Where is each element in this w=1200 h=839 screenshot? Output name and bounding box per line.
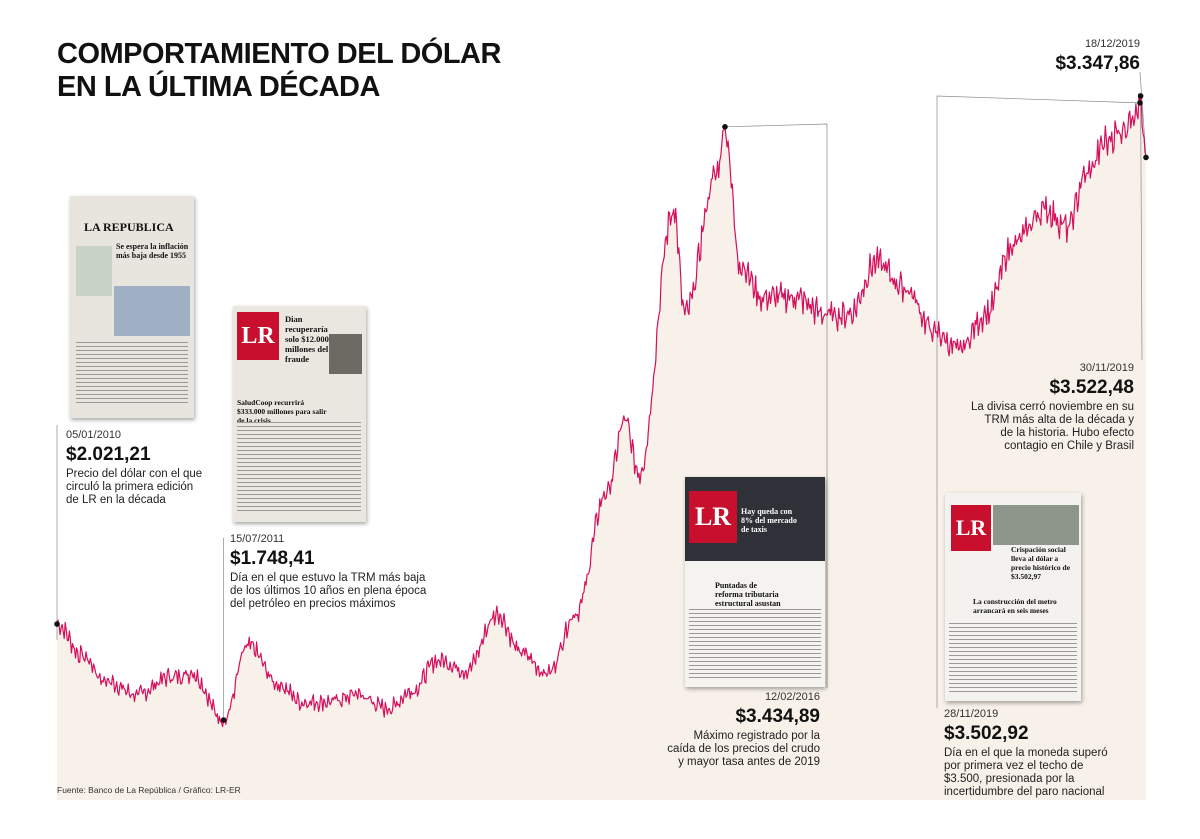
newspaper-chart-image xyxy=(76,246,112,296)
newspaper-headline: Crispación social lleva al dólar a preci… xyxy=(1011,545,1071,581)
data-point-2010-01-05 xyxy=(54,621,60,627)
highlight-points xyxy=(54,93,1149,723)
newspaper-subhead: La construcción del metro arrancará en s… xyxy=(973,597,1057,615)
annotation-2019-dec-18: 18/12/2019 $3.347,86 xyxy=(1030,38,1140,77)
data-point-2019-11-30 xyxy=(1137,93,1144,99)
newspaper-text-lines xyxy=(689,609,821,679)
annotation-value: $2.021,21 xyxy=(66,444,151,465)
source-note: Fuente: Banco de La República / Gráfico:… xyxy=(57,785,241,795)
data-point-2019-12-18 xyxy=(1143,154,1149,161)
newspaper-text-lines xyxy=(76,342,188,406)
newspaper-2010: LA REPUBLICA Se espera la inflación más … xyxy=(70,196,194,418)
newspaper-2016: LR Hay queda con 8% del mercado de taxis… xyxy=(685,477,825,687)
annotation-value: $3.347,86 xyxy=(1055,53,1140,74)
annotation-text: La divisa cerró noviembre en su TRM más … xyxy=(971,401,1134,452)
chart-title: COMPORTAMIENTO DEL DÓLAR EN LA ÚLTIMA DÉ… xyxy=(57,38,501,104)
newspaper-subhead: Se espera la inflación más baja desde 19… xyxy=(116,242,189,260)
area-fill xyxy=(57,93,1146,800)
annotation-text: Máximo registrado por la caída de los pr… xyxy=(667,730,820,768)
newspaper-2019: LR Crispación social lleva al dólar a pr… xyxy=(945,493,1081,701)
newspaper-logo: LR xyxy=(237,312,279,360)
title-line-2: EN LA ÚLTIMA DÉCADA xyxy=(57,71,380,103)
annotation-2011: 15/07/2011 $1.748,41 Día en el que estuv… xyxy=(230,533,430,611)
title-line-1: COMPORTAMIENTO DEL DÓLAR xyxy=(57,38,501,70)
annotation-date: 15/07/2011 xyxy=(230,533,285,545)
annotation-2019-nov-30: 30/11/2019 $3.522,48 La divisa cerró nov… xyxy=(970,362,1134,453)
leader-lines xyxy=(56,71,1147,720)
annotation-2016: 12/02/2016 $3.434,89 Máximo registrado p… xyxy=(664,691,820,769)
leader-line-44 xyxy=(1140,95,1143,361)
annotation-text: Día en el que la moneda superó por prime… xyxy=(944,747,1108,798)
newspaper-photo xyxy=(114,286,190,336)
newspaper-logo: LR xyxy=(951,505,991,551)
newspaper-headline: Hay queda con 8% del mercado de taxis xyxy=(741,507,797,534)
annotation-value: $1.748,41 xyxy=(230,548,315,569)
annotation-date: 30/11/2019 xyxy=(1079,362,1134,374)
newspaper-headline: Dian recuperaría solo $12.000 millones d… xyxy=(285,314,329,364)
newspaper-subhead: SaludCoop recurrirá $333.000 millones pa… xyxy=(237,398,327,425)
annotation-value: $3.522,48 xyxy=(1049,377,1134,398)
annotation-text: Precio del dólar con el que circuló la p… xyxy=(66,468,203,506)
annotation-2010: 05/01/2010 $2.021,21 Precio del dólar co… xyxy=(66,429,206,507)
leader-line-26 xyxy=(724,123,828,688)
data-point-2011-07-15 xyxy=(220,717,227,723)
newspaper-subhead: Puntadas de reforma tributaria estructur… xyxy=(715,581,781,608)
annotation-date: 18/12/2019 xyxy=(1084,38,1140,50)
annotation-value: $3.502,92 xyxy=(944,723,1029,744)
newspaper-text-lines xyxy=(949,623,1077,695)
newspaper-photo xyxy=(329,334,362,374)
annotation-date: 05/01/2010 xyxy=(66,429,122,441)
newspaper-logo: LR xyxy=(689,491,737,543)
annotation-text: Día en el que estuvo la TRM más baja de … xyxy=(230,572,427,610)
leader-line-43 xyxy=(936,95,1141,708)
data-point-2016-02-12 xyxy=(722,124,728,130)
newspaper-text-lines xyxy=(237,422,361,512)
annotation-date: 28/11/2019 xyxy=(944,708,999,720)
series-line xyxy=(56,93,1147,728)
data-point-2019-11-28 xyxy=(1137,100,1143,106)
annotation-date: 12/02/2016 xyxy=(764,691,820,703)
newspaper-2011: LR Dian recuperaría solo $12.000 millone… xyxy=(233,306,366,522)
annotation-2019-nov-28: 28/11/2019 $3.502,92 Día en el que la mo… xyxy=(944,708,1124,799)
annotation-value: $3.434,89 xyxy=(735,706,820,727)
newspaper-dollar-image xyxy=(993,505,1079,545)
newspaper-headline: LA REPUBLICA xyxy=(84,220,174,234)
